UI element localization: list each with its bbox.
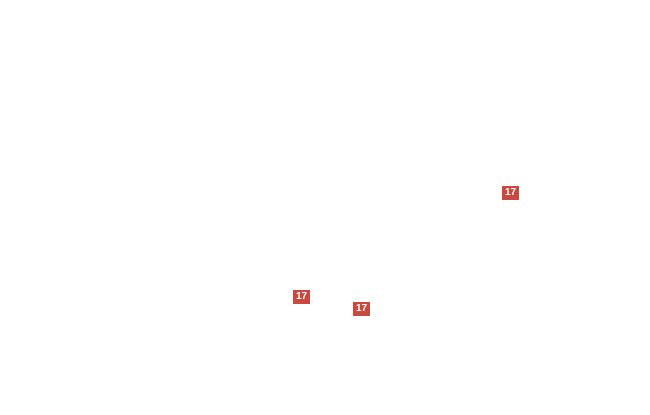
part-callout-badge[interactable]: 17: [293, 290, 310, 304]
part-callout-badge[interactable]: 17: [502, 186, 519, 200]
part-callout-badge[interactable]: 17: [353, 302, 370, 316]
